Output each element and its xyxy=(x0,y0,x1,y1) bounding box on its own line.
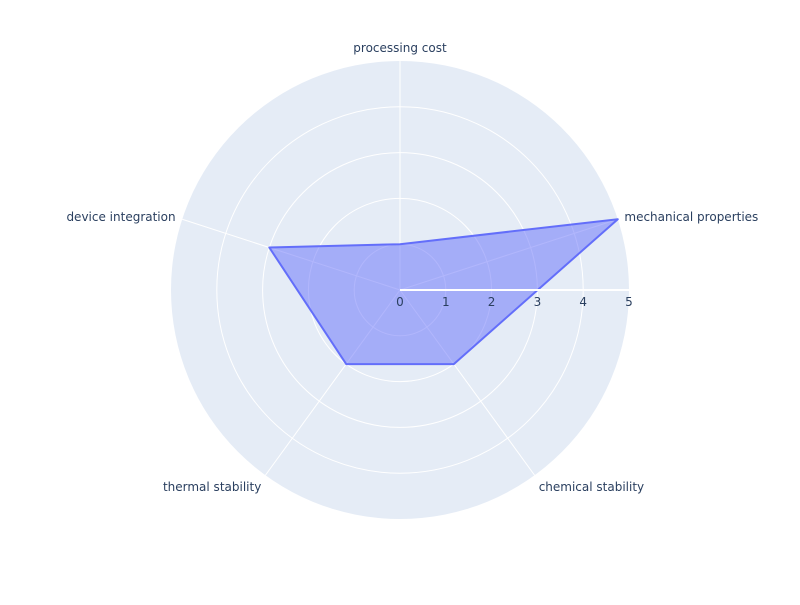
radial-tick-label: 3 xyxy=(534,295,542,309)
radial-tick-label: 2 xyxy=(488,295,496,309)
category-label: mechanical properties xyxy=(624,210,758,224)
category-label: chemical stability xyxy=(539,480,644,494)
radial-axis: 0 1 2 3 4 5 xyxy=(396,289,633,309)
radial-tick-label: 0 xyxy=(396,295,404,309)
category-labels: processing cost mechanical properties chem… xyxy=(66,41,758,494)
category-label: thermal stability xyxy=(163,480,261,494)
radial-tick-label: 5 xyxy=(625,295,633,309)
category-label: processing cost xyxy=(353,41,447,55)
category-label: device integration xyxy=(66,210,175,224)
radial-tick-label: 4 xyxy=(579,295,587,309)
series-area xyxy=(268,218,619,366)
radial-tick-label: 1 xyxy=(442,295,450,309)
